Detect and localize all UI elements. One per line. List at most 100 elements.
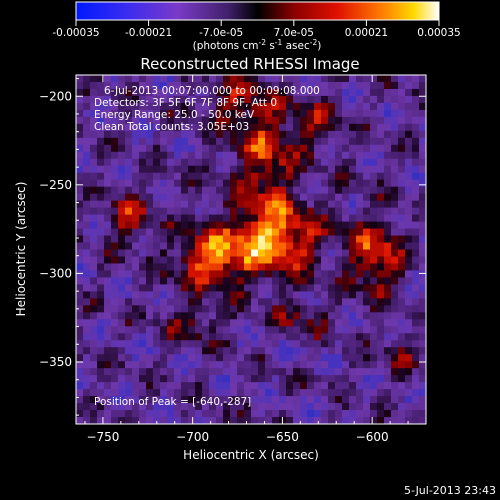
heatmap-cell (286, 228, 294, 237)
heatmap-cell (90, 158, 98, 167)
heatmap-cell (279, 172, 287, 181)
heatmap-cell (118, 354, 126, 362)
heatmap-cell (370, 193, 378, 202)
heatmap-cell (132, 410, 140, 418)
x-tick-label: −700 (176, 430, 209, 444)
heatmap-cell (90, 95, 98, 104)
heatmap-cell (412, 361, 420, 369)
heatmap-cell (111, 340, 119, 348)
heatmap-cell (328, 284, 336, 292)
heatmap-cell (146, 270, 154, 279)
heatmap-cell (132, 298, 140, 306)
heatmap-cell (314, 333, 322, 341)
heatmap-cell (202, 256, 210, 265)
heatmap-cell (188, 165, 196, 174)
heatmap-cell (139, 242, 147, 251)
heatmap-cell (286, 221, 294, 230)
heatmap-cell (286, 193, 294, 202)
heatmap-cell (97, 186, 105, 195)
heatmap-cell (146, 389, 154, 397)
heatmap-cell (202, 123, 210, 132)
heatmap-cell (307, 389, 315, 397)
heatmap-cell (300, 123, 308, 132)
heatmap-cell (160, 305, 168, 313)
heatmap-cell (356, 221, 364, 230)
heatmap-cell (363, 172, 371, 181)
heatmap-cell (132, 75, 140, 83)
heatmap-cell (97, 249, 105, 258)
heatmap-cell (384, 284, 392, 292)
heatmap-cell (202, 389, 210, 397)
heatmap-cell (167, 403, 175, 411)
heatmap-cell (76, 130, 84, 139)
heatmap-cell (279, 193, 287, 202)
heatmap-cell (97, 340, 105, 348)
heatmap-cell (174, 277, 182, 285)
heatmap-cell (195, 347, 203, 355)
heatmap-cell (97, 137, 105, 146)
heatmap-cell (272, 88, 280, 97)
heatmap-cell (90, 249, 98, 258)
heatmap-cell (195, 158, 203, 167)
heatmap-cell (328, 228, 336, 237)
heatmap-cell (230, 179, 238, 188)
heatmap-cell (356, 228, 364, 237)
heatmap-cell (321, 186, 329, 195)
heatmap-cell (76, 256, 84, 265)
heatmap-cell (146, 319, 154, 327)
heatmap-cell (202, 312, 210, 320)
heatmap-cell (209, 417, 217, 424)
heatmap-cell (335, 88, 343, 97)
heatmap-cell (384, 298, 392, 306)
heatmap-cell (279, 368, 287, 376)
heatmap-cell (111, 305, 119, 313)
heatmap-cell (293, 235, 301, 244)
heatmap-cell (202, 242, 210, 251)
heatmap-cell (384, 368, 392, 376)
heatmap-cell (328, 326, 336, 334)
heatmap-cell (160, 200, 168, 209)
heatmap-cell (195, 228, 203, 237)
heatmap-cell (258, 375, 266, 383)
heatmap-cell (244, 207, 252, 216)
heatmap-cell (293, 375, 301, 383)
heatmap-cell (377, 284, 385, 292)
heatmap-cell (363, 277, 371, 285)
heatmap-cell (237, 277, 245, 285)
heatmap-cell (223, 375, 231, 383)
heatmap-cell (293, 88, 301, 97)
heatmap-cell (76, 291, 84, 299)
heatmap-cell (132, 256, 140, 265)
heatmap-cell (167, 396, 175, 404)
heatmap-cell (342, 312, 350, 320)
heatmap-cell (125, 144, 133, 153)
heatmap-cell (314, 186, 322, 195)
heatmap-cell (412, 284, 420, 292)
heatmap-cell (251, 109, 259, 118)
heatmap-cell (349, 410, 357, 418)
heatmap-cell (251, 319, 259, 327)
heatmap-cell (328, 95, 336, 104)
heatmap-cell (377, 361, 385, 369)
heatmap-cell (216, 249, 224, 258)
heatmap-cell (237, 172, 245, 181)
heatmap-cell (356, 130, 364, 139)
heatmap-cell (209, 410, 217, 418)
heatmap-cell (132, 158, 140, 167)
heatmap-cell (307, 333, 315, 341)
heatmap-cell (349, 361, 357, 369)
heatmap-cell (181, 214, 189, 223)
heatmap-cell (181, 193, 189, 202)
heatmap-cell (132, 193, 140, 202)
heatmap-cell (111, 137, 119, 146)
heatmap-cell (412, 368, 420, 376)
heatmap-cell (272, 249, 280, 258)
heatmap-cell (83, 361, 91, 369)
heatmap-cell (349, 186, 357, 195)
heatmap-cell (328, 375, 336, 383)
heatmap-cell (405, 291, 413, 299)
heatmap-cell (195, 137, 203, 146)
heatmap-cell (272, 326, 280, 334)
heatmap-cell (293, 158, 301, 167)
heatmap-cell (314, 221, 322, 230)
